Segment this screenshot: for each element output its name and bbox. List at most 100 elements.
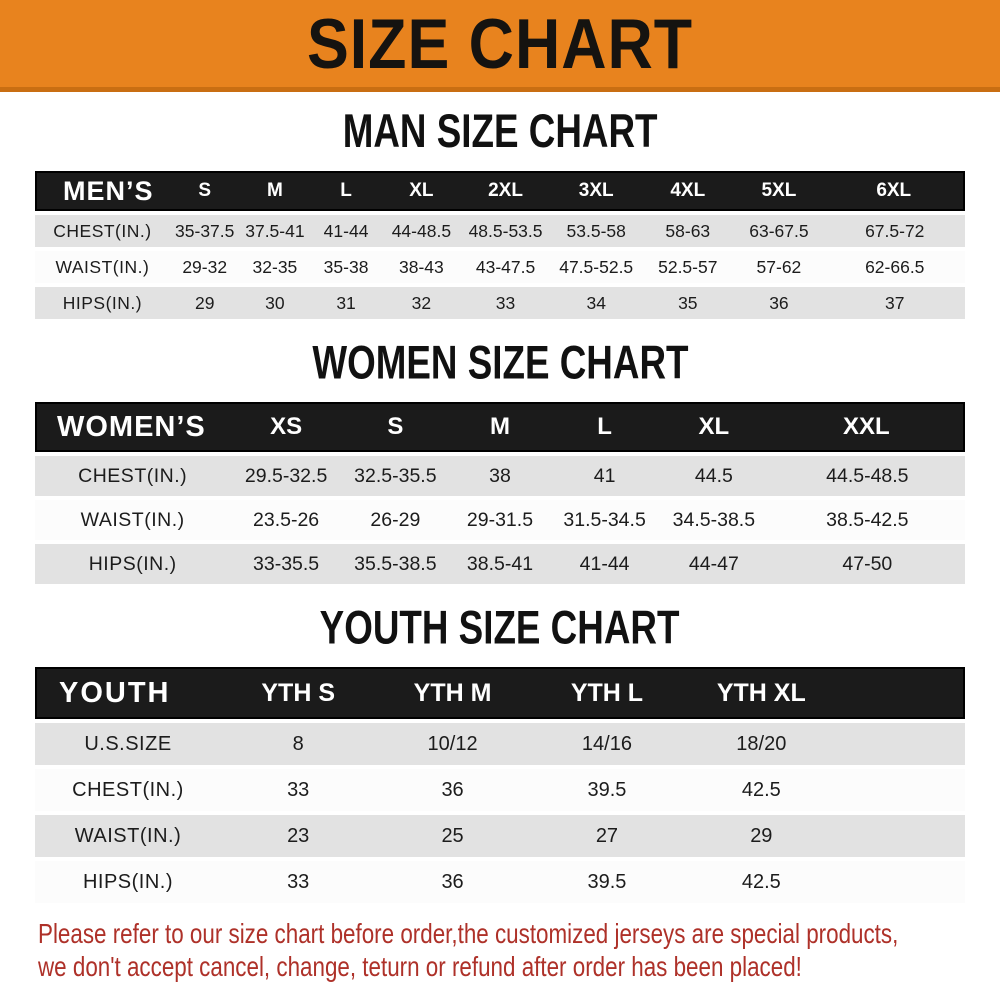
value-cell: 36	[375, 769, 530, 811]
banner-title: SIZE CHART	[306, 3, 694, 84]
column-header-cell: XXL	[769, 402, 965, 452]
value-cell: 25	[375, 815, 530, 857]
value-cell: 37	[824, 287, 965, 319]
filler-cell	[838, 815, 965, 857]
column-header-cell: S	[169, 171, 240, 211]
column-header-cell: 2XL	[460, 171, 551, 211]
section-men: MAN SIZE CHART MEN’S S M L XL 2XL 3XL 4X…	[0, 106, 1000, 323]
column-header-cell: L	[551, 402, 659, 452]
footer-line-2: we don't accept cancel, change, teturn o…	[38, 951, 802, 982]
value-cell: 35	[642, 287, 734, 319]
youth-header-row: YOUTH YTH S YTH M YTH L YTH XL	[35, 667, 965, 719]
row-label-cell: WAIST(IN.)	[35, 251, 170, 283]
value-cell: 29-31.5	[448, 500, 552, 540]
value-cell: 63-67.5	[733, 215, 825, 247]
column-header-cell: 5XL	[733, 171, 825, 211]
youth-heading: YOUTH SIZE CHART	[0, 602, 1000, 654]
value-cell: 44.5	[658, 456, 770, 496]
value-cell: 23	[221, 815, 376, 857]
value-cell: 31.5-34.5	[551, 500, 659, 540]
row-label-cell: WAIST(IN.)	[35, 500, 231, 540]
filler-cell	[838, 769, 965, 811]
value-cell: 58-63	[642, 215, 734, 247]
row-label-cell: U.S.SIZE	[35, 723, 221, 765]
men-size-table: MEN’S S M L XL 2XL 3XL 4XL 5XL 6XL CHEST…	[35, 167, 965, 323]
women-chest-row: CHEST(IN.) 29.5-32.5 32.5-35.5 38 41 44.…	[35, 456, 965, 496]
column-header-cell: XS	[230, 402, 342, 452]
value-cell: 29.5-32.5	[230, 456, 342, 496]
value-cell: 32.5-35.5	[341, 456, 449, 496]
column-header-cell: M	[239, 171, 311, 211]
footer-line-1: Please refer to our size chart before or…	[38, 918, 899, 949]
value-cell: 10/12	[375, 723, 530, 765]
youth-size-table: YOUTH YTH S YTH M YTH L YTH XL U.S.SIZE …	[35, 663, 965, 907]
value-cell: 67.5-72	[824, 215, 965, 247]
column-header-cell: XL	[381, 171, 461, 211]
value-cell: 29	[684, 815, 839, 857]
column-header-cell: 3XL	[550, 171, 643, 211]
value-cell: 41	[551, 456, 659, 496]
column-header-cell: YTH S	[221, 667, 376, 719]
value-cell: 48.5-53.5	[460, 215, 551, 247]
column-header-cell: YTH XL	[684, 667, 839, 719]
value-cell: 47-50	[769, 544, 965, 584]
value-cell: 34	[550, 287, 643, 319]
value-cell: 43-47.5	[460, 251, 551, 283]
value-cell: 39.5	[529, 861, 685, 903]
men-heading-text: MAN SIZE CHART	[342, 105, 658, 158]
column-header-cell: XL	[658, 402, 770, 452]
value-cell: 62-66.5	[824, 251, 965, 283]
men-heading: MAN SIZE CHART	[0, 106, 1000, 158]
youth-hips-row: HIPS(IN.) 33 36 39.5 42.5	[35, 861, 965, 903]
men-table-label: MEN’S	[35, 171, 170, 211]
value-cell: 14/16	[529, 723, 685, 765]
value-cell: 35.5-38.5	[341, 544, 449, 584]
footer-note: Please refer to our size chart before or…	[0, 917, 1000, 983]
women-heading: WOMEN SIZE CHART	[0, 337, 1000, 389]
row-label-cell: HIPS(IN.)	[35, 861, 221, 903]
value-cell: 38.5-42.5	[769, 500, 965, 540]
section-youth: YOUTH SIZE CHART YOUTH YTH S YTH M YTH L…	[0, 602, 1000, 907]
value-cell: 47.5-52.5	[550, 251, 643, 283]
value-cell: 35-38	[310, 251, 382, 283]
row-label-cell: HIPS(IN.)	[35, 544, 231, 584]
value-cell: 32	[381, 287, 461, 319]
value-cell: 44-48.5	[381, 215, 461, 247]
youth-waist-row: WAIST(IN.) 23 25 27 29	[35, 815, 965, 857]
women-table-label: WOMEN’S	[35, 402, 231, 452]
value-cell: 8	[221, 723, 376, 765]
value-cell: 27	[529, 815, 685, 857]
value-cell: 26-29	[341, 500, 449, 540]
men-header-row: MEN’S S M L XL 2XL 3XL 4XL 5XL 6XL	[35, 171, 965, 211]
value-cell: 36	[733, 287, 825, 319]
youth-table-label: YOUTH	[35, 667, 221, 719]
row-label-cell: CHEST(IN.)	[35, 456, 231, 496]
men-waist-row: WAIST(IN.) 29-32 32-35 35-38 38-43 43-47…	[35, 251, 965, 283]
banner: SIZE CHART	[0, 0, 1000, 92]
value-cell: 44.5-48.5	[769, 456, 965, 496]
value-cell: 37.5-41	[239, 215, 311, 247]
value-cell: 34.5-38.5	[658, 500, 770, 540]
women-size-table: WOMEN’S XS S M L XL XXL CHEST(IN.) 29.5-…	[35, 398, 965, 588]
filler-cell	[838, 667, 965, 719]
value-cell: 42.5	[684, 861, 839, 903]
section-women: WOMEN SIZE CHART WOMEN’S XS S M L XL XXL…	[0, 337, 1000, 588]
value-cell: 44-47	[658, 544, 770, 584]
column-header-cell: S	[341, 402, 449, 452]
value-cell: 29-32	[169, 251, 240, 283]
column-header-cell: M	[448, 402, 552, 452]
value-cell: 36	[375, 861, 530, 903]
value-cell: 31	[310, 287, 382, 319]
value-cell: 33	[221, 769, 376, 811]
value-cell: 30	[239, 287, 311, 319]
value-cell: 57-62	[733, 251, 825, 283]
youth-chest-row: CHEST(IN.) 33 36 39.5 42.5	[35, 769, 965, 811]
value-cell: 41-44	[551, 544, 659, 584]
column-header-cell: YTH L	[529, 667, 685, 719]
value-cell: 38-43	[381, 251, 461, 283]
filler-cell	[838, 723, 965, 765]
value-cell: 23.5-26	[230, 500, 342, 540]
youth-ussize-row: U.S.SIZE 8 10/12 14/16 18/20	[35, 723, 965, 765]
value-cell: 35-37.5	[169, 215, 240, 247]
column-header-cell: YTH M	[375, 667, 530, 719]
